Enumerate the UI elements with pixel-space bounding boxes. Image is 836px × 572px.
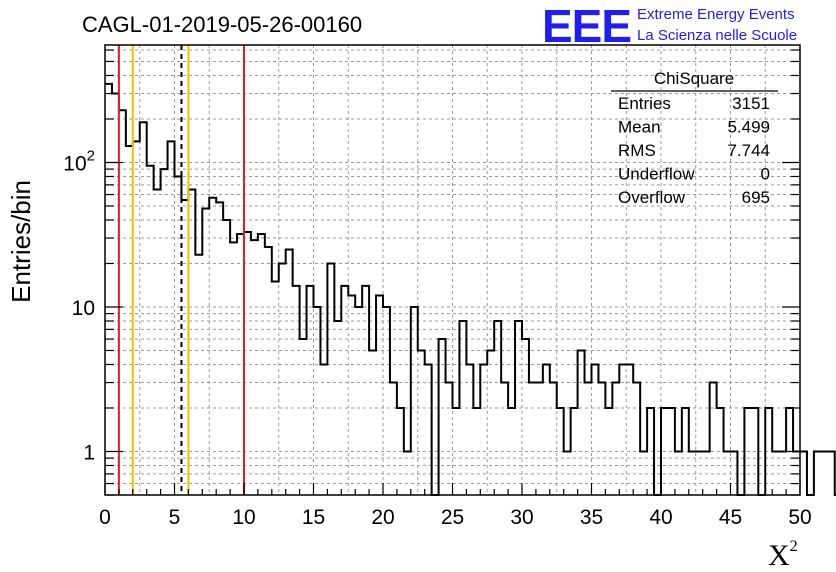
x-tick-label: 10	[232, 506, 255, 529]
histogram-line	[105, 82, 836, 496]
stats-row-value: 5.499	[727, 118, 770, 137]
x-axis-label-main: X	[768, 539, 790, 572]
x-tick-label: 20	[371, 506, 394, 529]
x-axis-label-superscript: 2	[790, 538, 798, 555]
stats-row-label: RMS	[618, 141, 656, 160]
grid-lines	[105, 45, 800, 496]
logo-mark: EEE	[542, 0, 631, 52]
logo-line-1: Extreme Energy Events	[637, 6, 795, 23]
eee-logo: EEE Extreme Energy Events La Scienza nel…	[542, 0, 797, 52]
stats-row-value: 7.744	[727, 141, 770, 160]
stats-row-value: 3151	[732, 94, 770, 113]
stats-row-value: 0	[761, 165, 770, 184]
y-tick-label: 102	[63, 147, 95, 175]
y-tick-label-base: 10	[72, 297, 95, 320]
x-tick-labels: 0 5 10 15 20 25 30 35 40 45 50	[99, 506, 812, 529]
x-tick-label: 40	[649, 506, 672, 529]
y-tick-label-base: 10	[63, 152, 86, 175]
stats-row-label: Overflow	[618, 188, 686, 207]
x-tick-label: 15	[302, 506, 325, 529]
histogram-series	[105, 82, 836, 496]
cut-lines	[117, 45, 245, 495]
stats-row-label: Underflow	[618, 165, 695, 184]
x-tick-label: 45	[719, 506, 742, 529]
x-tick-label: 0	[99, 506, 111, 529]
x-tick-label: 25	[441, 506, 464, 529]
x-tick-label: 5	[169, 506, 181, 529]
logo-line-2: La Scienza nelle Scuole	[637, 27, 797, 44]
x-axis-label: X2	[768, 538, 798, 572]
y-tick-label-exponent: 2	[87, 147, 95, 164]
y-axis-label: Entries/bin	[6, 180, 36, 303]
stats-title: ChiSquare	[654, 69, 734, 88]
x-tick-label: 50	[788, 506, 811, 529]
stats-box: ChiSquare Entries 3151 Mean 5.499 RMS 7.744 Un…	[611, 69, 778, 207]
chart-title: CAGL-01-2019-05-26-00160	[82, 12, 362, 37]
stats-row-label: Entries	[618, 94, 671, 113]
y-tick-label: 1	[83, 441, 95, 464]
x-tick-label: 35	[580, 506, 603, 529]
stats-row-value: 695	[742, 188, 770, 207]
stats-row-label: Mean	[618, 118, 661, 137]
y-tick-label: 10	[72, 297, 95, 320]
axis-ticks	[104, 49, 801, 496]
x-tick-label: 30	[510, 506, 533, 529]
y-tick-label-base: 1	[83, 441, 95, 464]
stats-rows: Entries 3151 Mean 5.499 RMS 7.744 Underflow 0 Ov…	[618, 94, 770, 207]
